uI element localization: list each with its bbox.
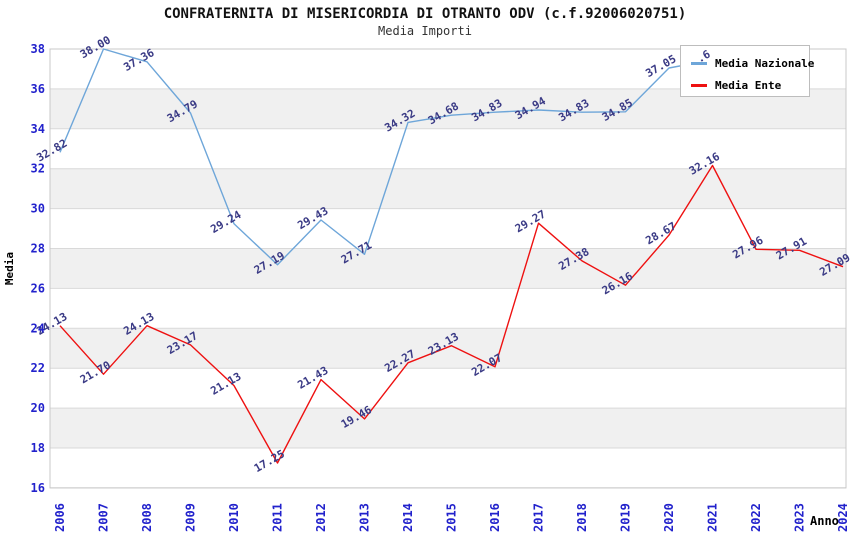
x-tick-label: 2011: [271, 503, 285, 532]
y-tick-label: 28: [31, 242, 45, 256]
chart-title: CONFRATERNITA DI MISERICORDIA DI OTRANTO…: [163, 6, 687, 22]
legend-item-media-nazionale: Media Nazionale: [691, 57, 814, 70]
y-tick-label: 32: [31, 162, 45, 176]
x-tick-label: 2019: [619, 503, 633, 532]
plot-band: [50, 408, 846, 448]
point-label: 38.00: [78, 33, 113, 61]
x-tick-label: 2008: [140, 503, 154, 532]
point-label: 29.27: [513, 208, 548, 236]
legend-item-media-ente: Media Ente: [691, 79, 809, 92]
y-tick-label: 38: [31, 42, 45, 56]
legend: Media Nazionale Media Ente: [680, 45, 814, 97]
plot-band: [50, 248, 846, 289]
legend-label: Media Nazionale: [715, 57, 815, 70]
y-tick-label: 36: [31, 82, 45, 96]
x-tick-label: 2012: [314, 503, 328, 532]
plot-border: [49, 48, 847, 489]
legend-label: Media Ente: [715, 79, 782, 92]
x-tick-label: 2024: [836, 503, 850, 532]
x-tick-label: 2017: [532, 503, 546, 532]
media-nazionale-line-swatch: [691, 62, 707, 65]
x-tick-label: 2018: [575, 503, 589, 532]
x-tick-label: 2009: [184, 503, 198, 532]
x-axis-title: Anno: [810, 514, 839, 528]
line-media-ente: [59, 164, 844, 464]
x-tick-label: 2013: [358, 503, 372, 532]
x-tick-label: 2010: [227, 503, 241, 532]
point-label: 17.25: [252, 447, 287, 475]
point-label: 32.82: [34, 137, 69, 165]
x-tick-label: 2007: [97, 503, 111, 532]
y-tick-label: 16: [31, 481, 45, 495]
y-tick-label: 22: [31, 361, 45, 375]
x-tick-label: 2020: [662, 503, 676, 532]
y-tick-label: 26: [31, 281, 45, 295]
x-tick-label: 2023: [793, 503, 807, 532]
line-media-nazionale: [59, 48, 757, 266]
x-tick-label: 2021: [706, 503, 720, 532]
y-axis-title: Media: [3, 251, 17, 286]
point-label: 28.67: [643, 219, 678, 247]
x-tick-label: 2014: [401, 503, 415, 532]
y-tick-label: 20: [31, 401, 45, 415]
chart-subtitle: Media Importi: [378, 24, 472, 38]
y-tick-label: 34: [31, 122, 45, 136]
plot-band: [50, 328, 846, 369]
y-tick-label: 30: [31, 202, 45, 216]
y-tick-label: 18: [31, 441, 45, 455]
x-tick-label: 2016: [488, 503, 502, 532]
y-tick-label: 24: [31, 321, 45, 335]
x-tick-label: 2022: [749, 503, 763, 532]
x-tick-label: 2015: [445, 503, 459, 532]
point-label: 29.24: [208, 208, 244, 236]
plot-band: [50, 168, 846, 209]
x-tick-label: 2006: [53, 503, 67, 532]
media-ente-line-swatch: [691, 84, 707, 87]
point-label: 37.36: [121, 46, 157, 74]
